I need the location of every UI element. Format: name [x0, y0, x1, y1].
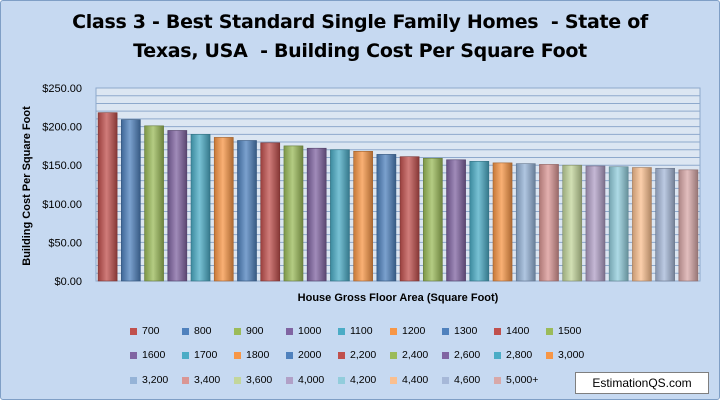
y-axis-label: Building Cost Per Square Foot — [21, 106, 33, 266]
bar-4,000 — [585, 165, 606, 282]
bar-3,000 — [492, 162, 513, 282]
bar-700 — [97, 112, 118, 282]
bar-1200 — [213, 137, 234, 282]
bar-4,600 — [655, 167, 675, 282]
bar-3,400 — [539, 164, 559, 282]
y-tick-label: $50.00 — [48, 237, 82, 249]
bar-3,200 — [515, 163, 536, 282]
bar-1100 — [190, 134, 211, 282]
bar-2,600 — [446, 159, 466, 282]
bar-3,600 — [562, 164, 583, 282]
bar-2000 — [376, 154, 397, 282]
bar-2,200 — [399, 156, 420, 282]
bar-4,200 — [608, 166, 629, 282]
y-tick-label: $0.00 — [54, 276, 82, 288]
bar-1300 — [237, 140, 257, 282]
chart-title-line-2: Texas, USA - Building Cost Per Square Fo… — [133, 40, 587, 62]
bar-900 — [144, 125, 164, 282]
chart-title: Class 3 - Best Standard Single Family Ho… — [40, 8, 680, 66]
y-tick-label: $150.00 — [42, 160, 82, 172]
y-tick-label: $100.00 — [42, 199, 82, 211]
x-axis-label: House Gross Floor Area (Square Foot) — [298, 292, 499, 304]
bar-1600 — [306, 147, 327, 282]
bar-2,800 — [469, 161, 490, 282]
y-tick-label: $250.00 — [42, 83, 82, 95]
bar-1000 — [167, 130, 188, 282]
bar-4,400 — [632, 167, 652, 282]
watermark: EstimationQS.com — [575, 372, 709, 394]
y-tick-label: $200.00 — [42, 122, 82, 134]
bar-1500 — [283, 145, 304, 282]
bar-5,000+ — [678, 169, 699, 282]
bar-1400 — [260, 142, 281, 282]
bar-1700 — [330, 149, 350, 282]
bar-800 — [121, 119, 141, 282]
bar-2,400 — [423, 157, 443, 282]
chart-title-line-1: Class 3 - Best Standard Single Family Ho… — [72, 11, 648, 33]
bar-1800 — [353, 151, 373, 282]
